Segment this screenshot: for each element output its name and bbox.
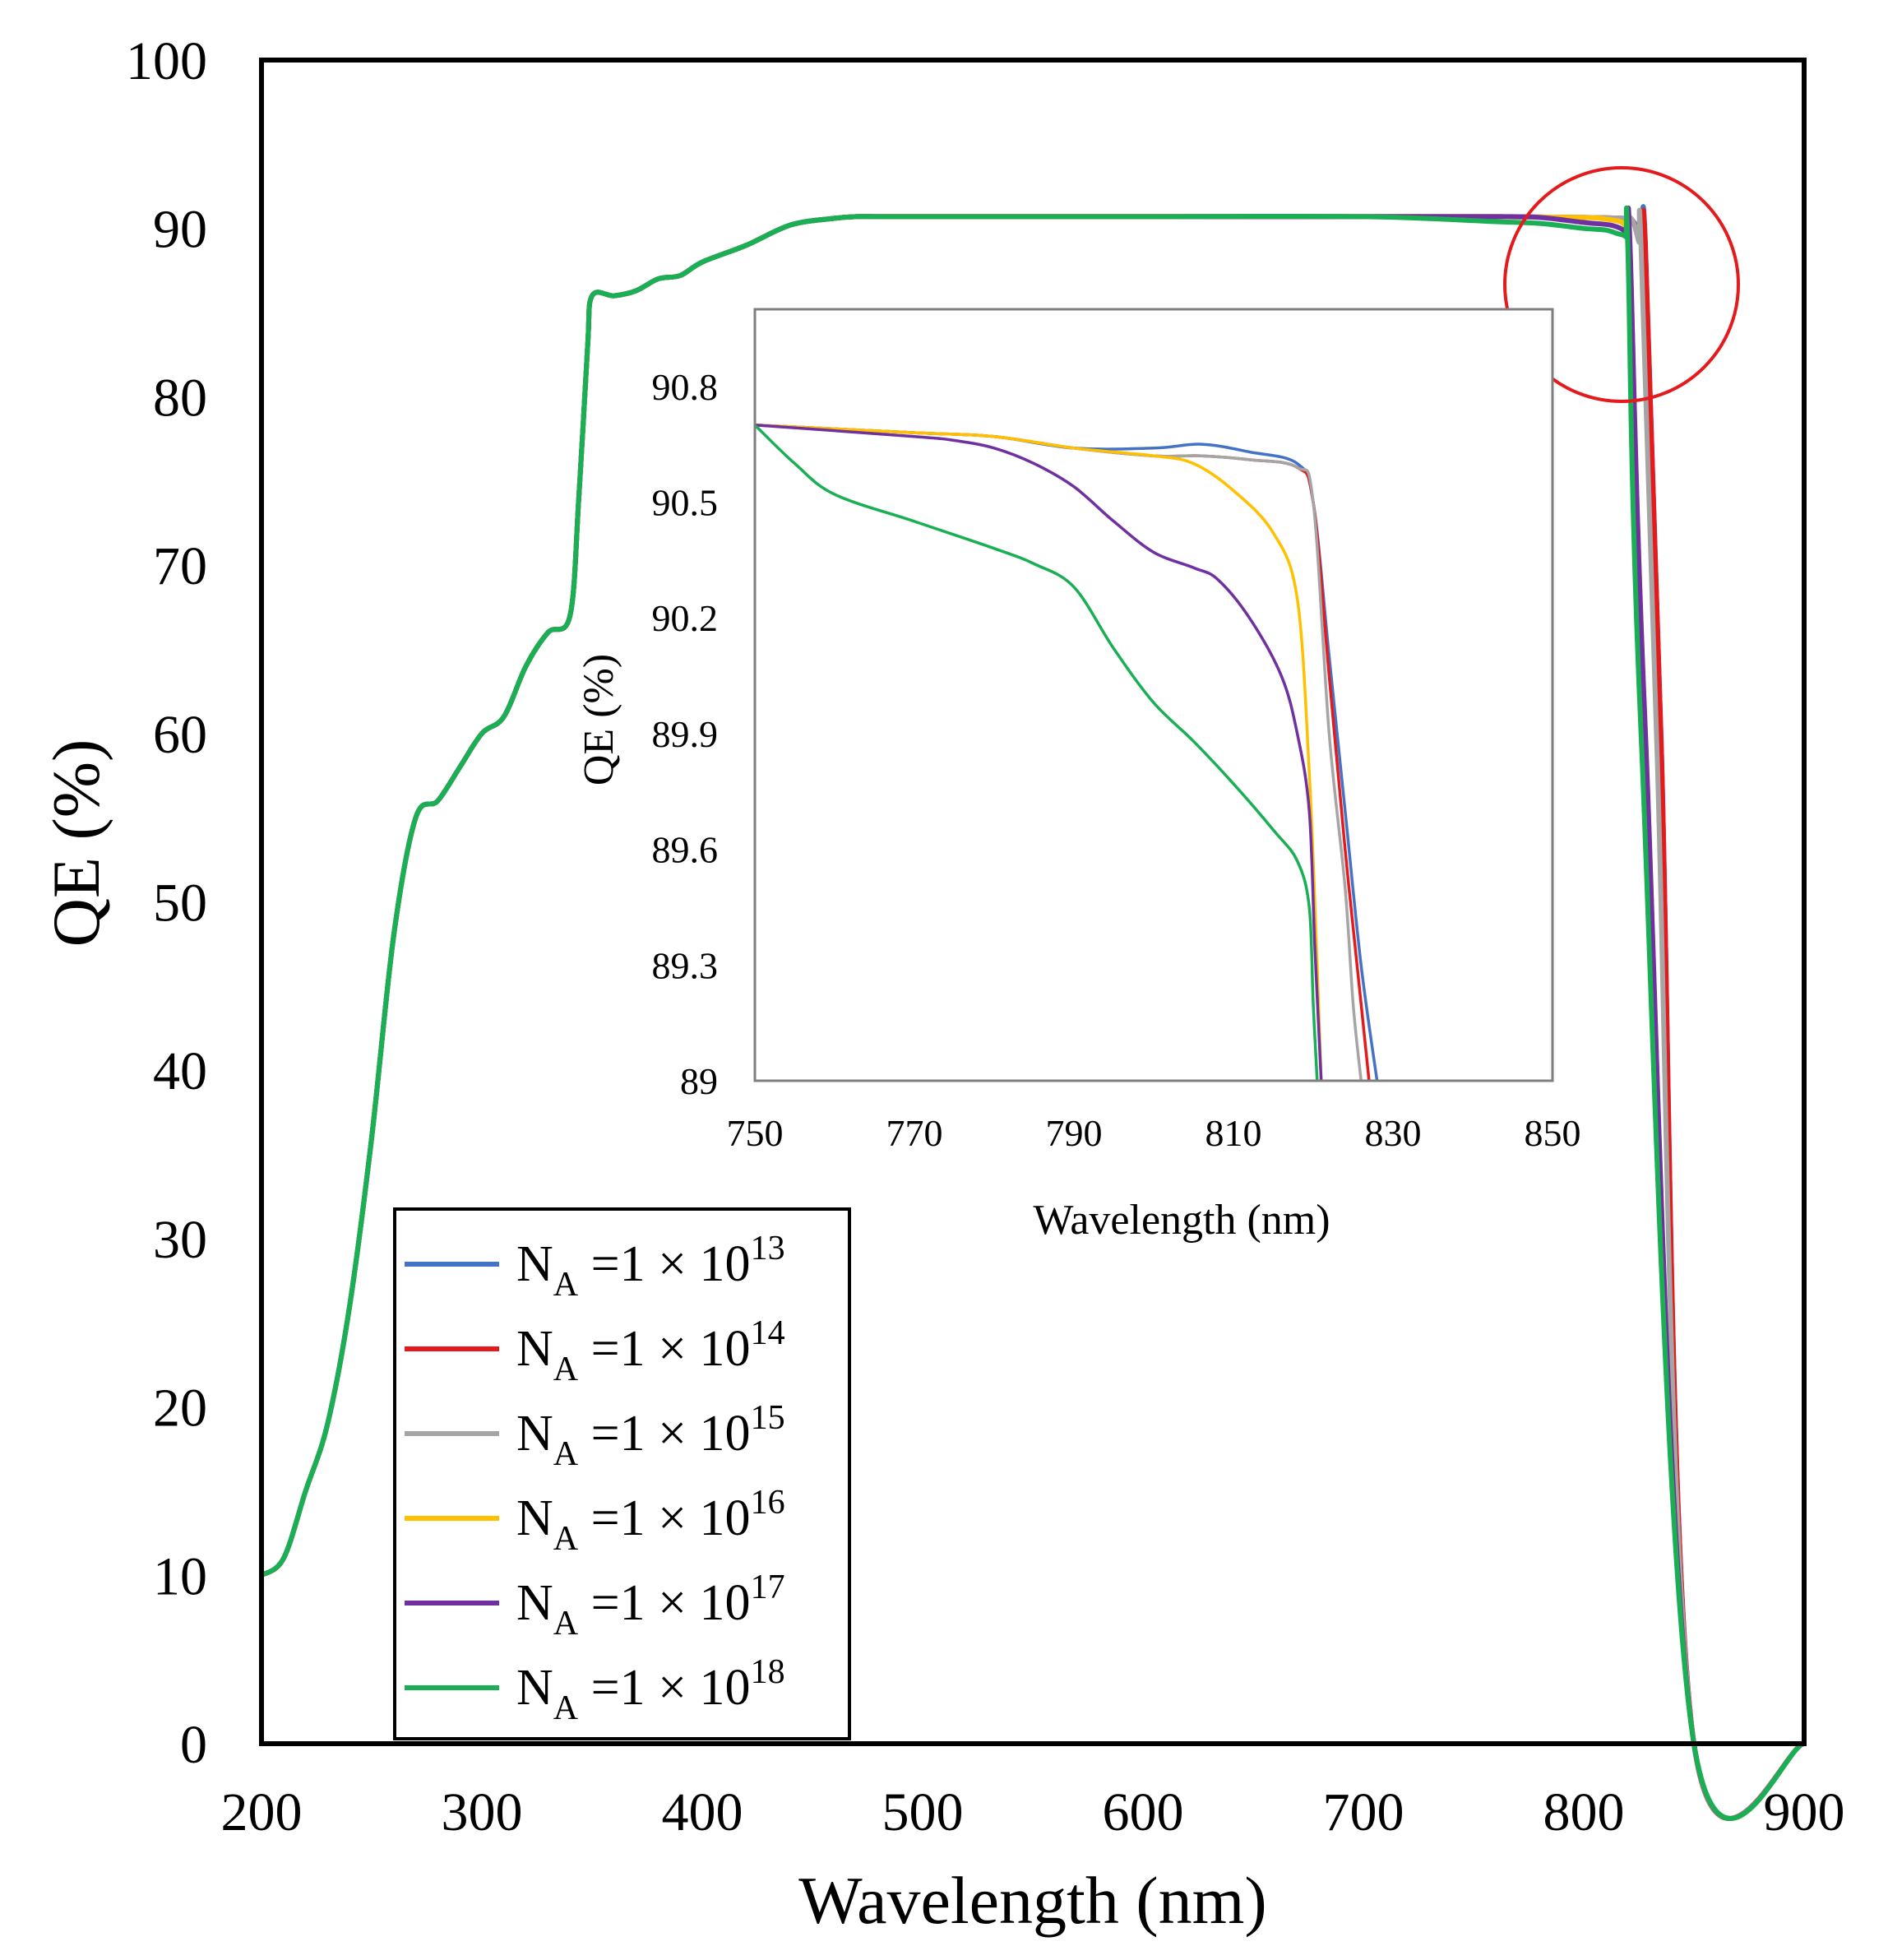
- legend-superscript: 15: [751, 1399, 785, 1437]
- inset-x-tick-label: 830: [1365, 1112, 1422, 1154]
- legend-label: NA =1 × 1015: [516, 1399, 785, 1473]
- main-x-tick-label: 500: [882, 1782, 964, 1842]
- legend-superscript: 14: [751, 1314, 785, 1352]
- legend-subscript: A: [553, 1520, 579, 1558]
- main-y-tick-label: 90: [153, 200, 207, 260]
- main-y-tick-label: 50: [153, 873, 207, 934]
- legend-subscript: A: [553, 1689, 579, 1727]
- main-series-line-6: [260, 205, 1805, 1821]
- legend-superscript: 13: [751, 1230, 785, 1267]
- legend-text: =1 × 10: [578, 1321, 750, 1377]
- legend-subscript: A: [553, 1266, 579, 1304]
- main-plot-frame: [259, 58, 1807, 1746]
- legend-label: NA =1 × 1014: [516, 1314, 785, 1388]
- legend-symbol: N: [516, 1321, 553, 1377]
- legend-subscript: A: [553, 1435, 579, 1473]
- inset-x-tick-labels: 750 770 790 810 830 850: [727, 1112, 1581, 1154]
- inset-x-tick-label: 810: [1205, 1112, 1262, 1154]
- inset-y-tick-label: 89.9: [652, 713, 719, 755]
- inset-x-axis-title: Wavelength (nm): [1033, 1197, 1330, 1244]
- highlight-circle: [1503, 166, 1740, 403]
- legend-text: =1 × 10: [578, 1575, 750, 1631]
- main-x-tick-label: 700: [1323, 1782, 1404, 1842]
- main-y-tick-label: 30: [153, 1210, 207, 1270]
- inset-y-tick-labels: 89 89.3 89.6 89.9 90.2 90.5 90.8: [652, 366, 719, 1102]
- main-x-tick-label: 800: [1543, 1782, 1625, 1842]
- legend-superscript: 16: [751, 1484, 785, 1522]
- legend-symbol: N: [516, 1490, 553, 1546]
- main-y-axis-title: QE (%): [39, 739, 113, 948]
- inset-y-tick-label: 89.3: [652, 944, 719, 986]
- main-x-axis-title: Wavelength (nm): [798, 1863, 1266, 1938]
- legend-subscript: A: [553, 1351, 579, 1388]
- legend-item: NA =1 × 1017: [405, 1568, 785, 1643]
- legend-text: =1 × 10: [578, 1490, 750, 1546]
- inset-y-tick-label: 90.8: [652, 366, 719, 408]
- inset-y-tick-label: 90.5: [652, 482, 719, 524]
- inset-x-tick-label: 750: [727, 1112, 784, 1154]
- main-y-tick-label: 70: [153, 536, 207, 596]
- main-y-tick-labels: 0 10 20 30 40 50 60 70 80 90 100: [126, 31, 207, 1775]
- legend-text: =1 × 10: [578, 1406, 750, 1462]
- main-y-tick-label: 80: [153, 368, 207, 428]
- legend-label: NA =1 × 1018: [516, 1653, 785, 1727]
- inset-x-tick-label: 850: [1525, 1112, 1581, 1154]
- legend-box: [393, 1207, 851, 1740]
- main-x-tick-label: 300: [442, 1782, 523, 1842]
- main-y-tick-label: 40: [153, 1041, 207, 1101]
- main-y-tick-label: 100: [126, 31, 207, 91]
- inset-y-tick-label: 89: [680, 1060, 718, 1102]
- main-y-tick-label: 60: [153, 705, 207, 765]
- inset-x-tick-label: 770: [886, 1112, 943, 1154]
- inset-background: [755, 309, 1553, 1081]
- legend-item: NA =1 × 1015: [405, 1399, 785, 1473]
- legend-subscript: A: [553, 1605, 579, 1643]
- main-y-tick-label: 10: [153, 1546, 207, 1606]
- inset-x-tick-label: 790: [1046, 1112, 1103, 1154]
- main-x-tick-label: 400: [662, 1782, 743, 1842]
- inset-series-line-6: [753, 424, 1319, 1082]
- main-plot: 0 10 20 30 40 50 60 70 80 90 100 200 300 400 500 600 70…: [39, 31, 1845, 1938]
- legend-label: NA =1 × 1013: [516, 1230, 785, 1304]
- legend-superscript: 17: [751, 1568, 785, 1606]
- legend-item: NA =1 × 1013: [405, 1230, 785, 1304]
- legend-label: NA =1 × 1016: [516, 1484, 785, 1558]
- legend-item: NA =1 × 1014: [405, 1314, 785, 1388]
- main-x-tick-label: 900: [1764, 1782, 1845, 1842]
- inset-series-group: [753, 423, 1379, 1082]
- legend-text: =1 × 10: [578, 1236, 750, 1292]
- inset-series-line-5: [754, 423, 1323, 1082]
- legend-item: NA =1 × 1016: [405, 1484, 785, 1558]
- legend-text: =1 × 10: [578, 1660, 750, 1716]
- inset-plot-frame: [753, 308, 1554, 1082]
- inset-y-tick-label: 90.2: [652, 597, 719, 639]
- main-y-tick-label: 20: [153, 1378, 207, 1439]
- inset-y-tick-label: 89.6: [652, 829, 719, 871]
- inset-plot: 89 89.3 89.6 89.9 90.2 90.5 90.8 750 770 790 810 8…: [576, 308, 1581, 1244]
- legend-superscript: 18: [751, 1653, 785, 1691]
- main-x-tick-labels: 200 300 400 500 600 700 800 900: [221, 1782, 1845, 1842]
- main-y-tick-label: 0: [180, 1715, 207, 1775]
- main-x-tick-label: 200: [221, 1782, 303, 1842]
- legend-label: NA =1 × 1017: [516, 1568, 785, 1643]
- legend-item: NA =1 × 1018: [405, 1653, 785, 1727]
- legend-symbol: N: [516, 1406, 553, 1462]
- inset-y-axis-title: QE (%): [576, 654, 622, 785]
- legend-symbol: N: [516, 1236, 553, 1292]
- main-series-group: [260, 204, 1805, 1821]
- main-x-tick-label: 600: [1103, 1782, 1184, 1842]
- legend-symbol: N: [516, 1575, 553, 1631]
- legend-symbol: N: [516, 1660, 553, 1716]
